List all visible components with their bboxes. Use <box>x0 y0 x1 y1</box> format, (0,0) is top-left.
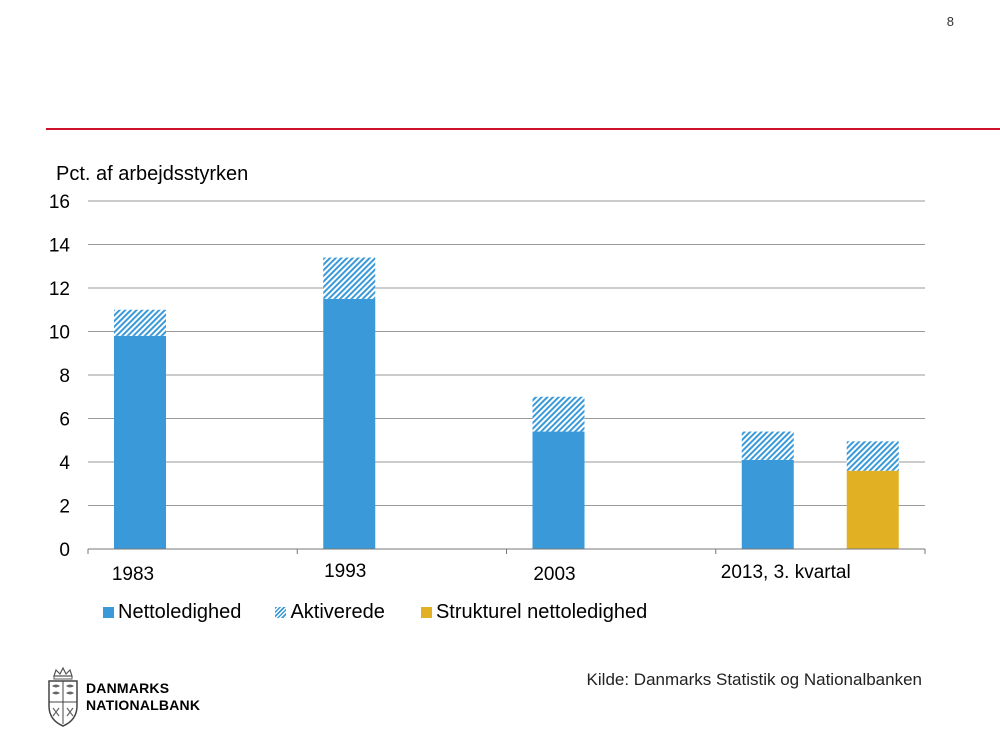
bar-aktiverede <box>532 396 585 432</box>
source-note: Kilde: Danmarks Statistik og Nationalban… <box>586 670 922 689</box>
bar-aktiverede <box>323 257 376 299</box>
bar-strukturel-nettoledighed <box>846 470 899 549</box>
danmarks-nationalbank-logo: DANMARKS NATIONALBANK <box>46 666 200 728</box>
y-tick-label: 8 <box>59 366 70 387</box>
x-tick-label: 2013, 3. kvartal <box>721 562 851 583</box>
logo-line-2: NATIONALBANK <box>86 697 201 713</box>
bar-aktiverede <box>846 441 899 471</box>
legend-item-strukturel: Strukturel nettoledighed <box>420 601 648 624</box>
coat-of-arms-icon <box>48 666 78 727</box>
y-tick-label: 4 <box>59 453 70 474</box>
bar-nettoledighed <box>114 335 166 549</box>
legend-item-nettoledighed: Nettoledighed <box>103 601 241 624</box>
legend-label-aktiverede: Aktiverede <box>290 601 385 623</box>
legend-label-nettoledighed: Nettoledighed <box>118 601 242 623</box>
bar-aktiverede <box>741 431 794 460</box>
bar-chart: 0 2 4 6 8 10 12 14 16 1983 1993 2003 2013, 3. kvarta… <box>49 192 926 585</box>
legend: Nettoledighed Aktiverede Strukturel nett… <box>103 601 677 624</box>
bar-aktiverede <box>114 309 166 336</box>
page-number: 8 <box>946 14 954 29</box>
bar-nettoledighed <box>323 298 376 549</box>
logo-line-1: DANMARKS <box>86 680 170 696</box>
legend-label-strukturel: Strukturel nettoledighed <box>435 601 648 623</box>
x-tick-label: 1983 <box>112 564 154 585</box>
header-rule <box>46 128 1000 130</box>
x-tick-label: 1993 <box>324 561 366 582</box>
y-tick-label: 16 <box>49 192 70 213</box>
legend-item-aktiverede: Aktiverede <box>275 601 385 624</box>
y-tick-label: 6 <box>59 410 70 431</box>
y-tick-label: 10 <box>49 323 70 344</box>
y-tick-label: 0 <box>59 540 70 561</box>
y-tick-label: 14 <box>49 236 71 257</box>
y-axis-label: Pct. af arbejdsstyrken <box>56 163 249 185</box>
legend-swatch-nettoledighed <box>103 607 114 618</box>
x-tick-label: 2003 <box>533 564 575 585</box>
y-tick-label: 12 <box>49 279 70 300</box>
legend-swatch-aktiverede <box>275 607 287 618</box>
bar-nettoledighed <box>741 459 794 549</box>
legend-swatch-strukturel <box>420 607 432 618</box>
bar-nettoledighed <box>532 431 585 549</box>
y-tick-label: 2 <box>59 497 70 518</box>
